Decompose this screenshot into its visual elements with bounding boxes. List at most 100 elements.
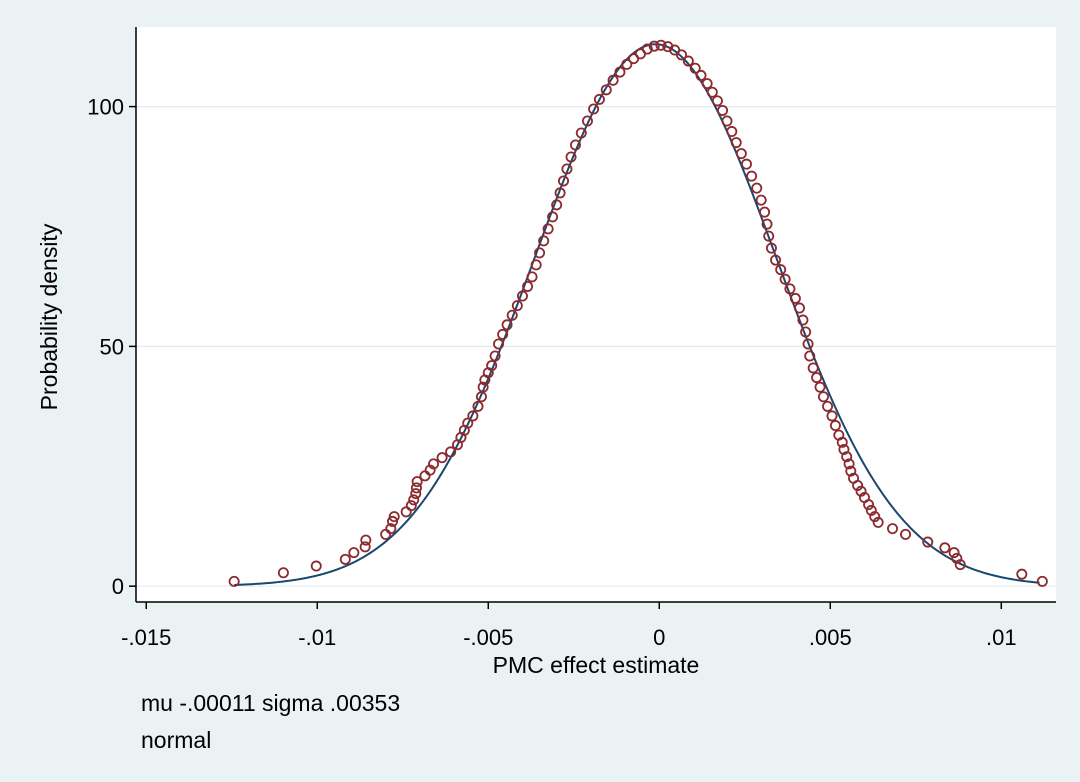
density-point bbox=[814, 381, 826, 393]
density-point bbox=[445, 446, 457, 458]
density-point bbox=[621, 58, 633, 70]
density-point bbox=[388, 511, 400, 523]
density-point bbox=[360, 534, 372, 546]
density-point bbox=[641, 43, 653, 55]
density-point bbox=[726, 126, 738, 138]
density-point bbox=[721, 115, 733, 127]
x-tick-label: -.01 bbox=[298, 625, 336, 650]
density-point bbox=[826, 410, 838, 422]
density-point bbox=[385, 523, 397, 535]
density-point bbox=[770, 254, 782, 266]
density-point bbox=[339, 553, 351, 565]
density-point bbox=[711, 95, 723, 107]
y-tick-label: 50 bbox=[100, 334, 124, 359]
density-point bbox=[428, 458, 440, 470]
density-point bbox=[614, 66, 626, 78]
density-point bbox=[817, 391, 829, 403]
density-point bbox=[1016, 568, 1028, 580]
density-point bbox=[701, 78, 713, 90]
density-point bbox=[424, 464, 436, 476]
density-point bbox=[735, 148, 747, 160]
density-point bbox=[411, 476, 423, 488]
density-point bbox=[542, 223, 554, 235]
density-point bbox=[551, 199, 563, 211]
density-point bbox=[836, 436, 848, 448]
density-point bbox=[740, 158, 752, 170]
density-point bbox=[600, 84, 612, 96]
density-point bbox=[410, 488, 422, 500]
density-point bbox=[561, 163, 573, 175]
density-point bbox=[607, 74, 619, 86]
density-point bbox=[516, 290, 528, 302]
density-point bbox=[845, 465, 857, 477]
density-point bbox=[558, 175, 570, 187]
x-axis-ticks: -.015 -.01 -.005 0 .005 .01 bbox=[121, 602, 1017, 650]
density-point bbox=[922, 536, 934, 548]
density-point bbox=[522, 280, 534, 292]
distribution-note: normal bbox=[141, 727, 212, 753]
density-point bbox=[387, 515, 399, 527]
density-point bbox=[497, 328, 509, 340]
density-point bbox=[569, 139, 581, 151]
x-tick-label: 0 bbox=[653, 625, 665, 650]
density-point bbox=[841, 451, 853, 463]
density-point bbox=[755, 194, 767, 206]
density-point bbox=[822, 400, 834, 412]
density-point bbox=[829, 420, 841, 432]
density-point bbox=[843, 458, 855, 470]
density-point bbox=[811, 372, 823, 384]
density-point bbox=[793, 302, 805, 314]
density-point bbox=[359, 541, 371, 553]
density-point bbox=[493, 338, 505, 350]
plot-area bbox=[136, 27, 1056, 602]
density-point bbox=[939, 542, 951, 554]
density-point bbox=[511, 300, 523, 312]
density-point bbox=[588, 103, 600, 115]
density-point bbox=[872, 516, 884, 528]
x-tick-label: .005 bbox=[809, 625, 852, 650]
density-point bbox=[804, 350, 816, 362]
density-point bbox=[682, 55, 694, 67]
density-point bbox=[763, 230, 775, 242]
density-point bbox=[797, 314, 809, 326]
y-tick-label: 100 bbox=[87, 95, 124, 120]
density-point bbox=[436, 452, 448, 464]
density-point bbox=[534, 247, 546, 259]
density-point bbox=[775, 264, 787, 276]
density-point bbox=[410, 482, 422, 494]
y-axis-title: Probability density bbox=[36, 223, 62, 410]
mu-sigma-note: mu -.00011 sigma .00353 bbox=[141, 690, 401, 716]
density-point bbox=[887, 523, 899, 535]
density-point bbox=[900, 528, 912, 540]
density-point bbox=[581, 115, 593, 127]
density-point bbox=[554, 187, 566, 199]
density-point bbox=[863, 499, 875, 511]
density-point bbox=[472, 400, 484, 412]
density-point bbox=[751, 182, 763, 194]
density-point bbox=[689, 62, 701, 74]
density-point bbox=[695, 69, 707, 81]
density-point bbox=[948, 547, 960, 559]
density-point bbox=[865, 504, 877, 516]
density-point bbox=[530, 259, 542, 271]
density-point bbox=[648, 40, 660, 52]
density-point bbox=[951, 552, 963, 564]
density-point bbox=[838, 443, 850, 455]
density-point bbox=[706, 86, 718, 98]
x-tick-label: -.015 bbox=[121, 625, 171, 650]
density-point bbox=[575, 127, 587, 139]
density-point bbox=[405, 500, 417, 512]
density-point bbox=[593, 93, 605, 105]
density-point bbox=[784, 283, 796, 295]
density-points bbox=[228, 39, 1048, 587]
density-point bbox=[489, 350, 501, 362]
density-point bbox=[761, 218, 773, 230]
density-point bbox=[746, 170, 758, 182]
density-point bbox=[852, 479, 864, 491]
y-axis-ticks: 0 50 100 bbox=[87, 95, 136, 599]
x-tick-label: .01 bbox=[986, 625, 1017, 650]
density-point bbox=[228, 575, 240, 587]
density-point bbox=[855, 485, 867, 497]
density-point bbox=[348, 547, 360, 559]
density-point bbox=[547, 211, 559, 223]
